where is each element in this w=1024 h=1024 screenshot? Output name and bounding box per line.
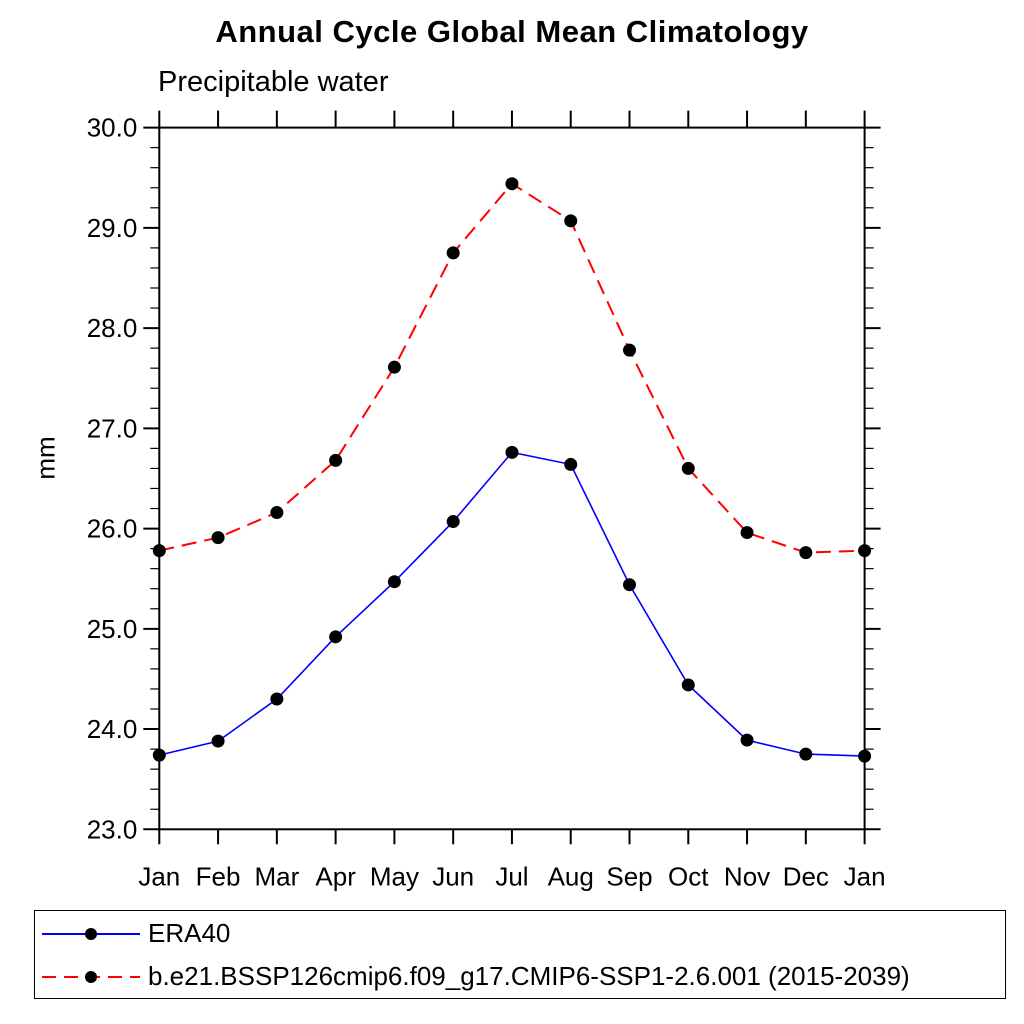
legend-marker-dot [85, 970, 97, 983]
legend-item-era40: ERA40 [41, 912, 230, 955]
data-point [387, 575, 401, 589]
legend-label-ssp126: b.e21.BSSP126cmip6.f09_g17.CMIP6-SSP1-2.… [148, 961, 910, 991]
legend: ERA40 b.e21.BSSP126cmip6.f09_g17.CMIP6-S… [34, 910, 1006, 999]
series-line-0 [159, 451, 865, 757]
data-point [505, 177, 519, 191]
x-tick-label: Oct [668, 861, 709, 891]
chart-title: Annual Cycle Global Mean Climatology [215, 14, 809, 49]
data-point [329, 630, 343, 644]
legend-sample-solid-line [42, 927, 140, 940]
y-tick-label: 23.0 [87, 814, 138, 844]
y-tick-label: 25.0 [87, 614, 138, 644]
data-point [564, 214, 578, 228]
data-point [152, 748, 166, 762]
data-point [387, 360, 401, 374]
data-point [799, 747, 813, 761]
chart-plot-area: 23.0 24.0 25.0 26.0 27.0 28.0 29.0 30.0 Jan Feb Ma… [87, 110, 886, 891]
data-point [505, 445, 519, 459]
legend-item-ssp126: b.e21.BSSP126cmip6.f09_g17.CMIP6-SSP1-2.… [41, 955, 910, 998]
data-point [858, 749, 872, 763]
legend-sample-dashed-line [42, 970, 140, 983]
y-tick-label: 29.0 [87, 213, 138, 243]
data-point [623, 578, 636, 592]
x-tick-label: Mar [254, 861, 299, 891]
data-point [270, 506, 284, 520]
x-tick-label: Nov [724, 861, 770, 891]
chart-subtitle: Precipitable water [158, 66, 389, 98]
data-point [564, 457, 578, 471]
data-point [623, 343, 636, 357]
data-point [446, 515, 460, 529]
data-point [152, 544, 166, 558]
y-tick-label: 30.0 [87, 113, 138, 143]
y-tick-label: 27.0 [87, 413, 138, 443]
data-point [858, 544, 872, 558]
data-point [329, 453, 343, 467]
legend-label-era40: ERA40 [148, 918, 231, 948]
legend-marker-dot [85, 927, 97, 940]
y-tick-label: 24.0 [87, 714, 138, 744]
data-point [446, 246, 460, 260]
x-tick-label: Apr [315, 861, 356, 891]
y-tick-label: 26.0 [87, 514, 138, 544]
y-tick-label: 28.0 [87, 313, 138, 343]
x-tick-label: Sep [606, 861, 652, 891]
data-point [211, 531, 225, 545]
plot-frame [158, 126, 866, 831]
x-tick-label: Jun [432, 861, 474, 891]
x-tick-label: Dec [783, 861, 829, 891]
data-point [740, 526, 754, 540]
data-point [740, 733, 754, 747]
x-tick-label: Aug [548, 861, 594, 891]
x-tick-label: Jul [495, 861, 528, 891]
data-point [681, 461, 695, 475]
data-point [270, 692, 284, 706]
x-tick-label: Jan [844, 861, 886, 891]
x-tick-label: Feb [196, 861, 241, 891]
data-point [681, 678, 695, 692]
data-point [211, 734, 225, 748]
series-line-1 [159, 182, 865, 554]
x-tick-label: Jan [138, 861, 180, 891]
data-point [799, 546, 813, 560]
x-tick-label: May [370, 861, 419, 891]
